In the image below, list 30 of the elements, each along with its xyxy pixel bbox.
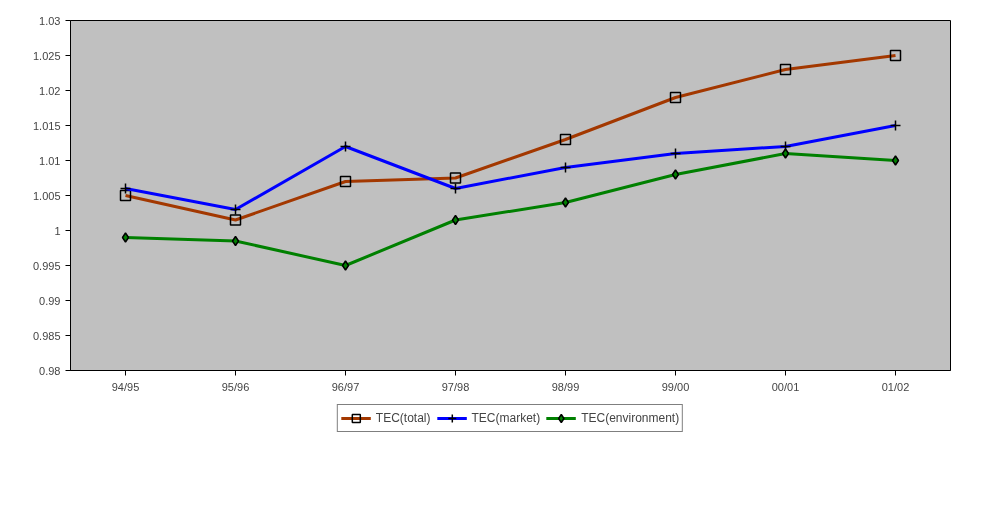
x-tick-label: 97/98 (441, 380, 470, 393)
point (891, 155, 900, 166)
x-tick-label: 98/99 (551, 380, 580, 393)
y-tick-label: 0.98 (39, 364, 61, 377)
point (561, 197, 570, 208)
y-tick-label: 0.995 (32, 259, 61, 272)
x-tick-label: 99/00 (661, 380, 690, 393)
point (121, 232, 130, 243)
x-tick-label: 96/97 (331, 380, 360, 393)
point (671, 169, 680, 180)
x-tick-label: 94/95 (111, 380, 140, 393)
x-tick-label: 01/02 (881, 380, 910, 393)
y-tick-label: 1.01 (39, 154, 61, 167)
y-tick-label: 1.025 (32, 49, 61, 62)
point (451, 214, 460, 226)
y-tick-label: 1.005 (32, 189, 61, 202)
y-tick-label: 0.985 (32, 329, 61, 342)
x-tick-label: 95/96 (221, 380, 250, 393)
y-tick-label: 1 (54, 224, 61, 237)
point (781, 148, 790, 159)
y-tick-label: 1.02 (39, 84, 61, 97)
y-tick-label: 1.03 (39, 14, 61, 27)
y-tick-label: 1.015 (32, 119, 61, 132)
legend-label: TEC(market) (471, 410, 541, 425)
legend-label: TEC(total) (375, 410, 431, 425)
y-tick-label: 0.99 (39, 294, 61, 307)
point (231, 235, 240, 247)
x-tick-label: 00/01 (771, 380, 800, 393)
point (341, 260, 350, 271)
legend-label: TEC(environment) (581, 410, 680, 425)
